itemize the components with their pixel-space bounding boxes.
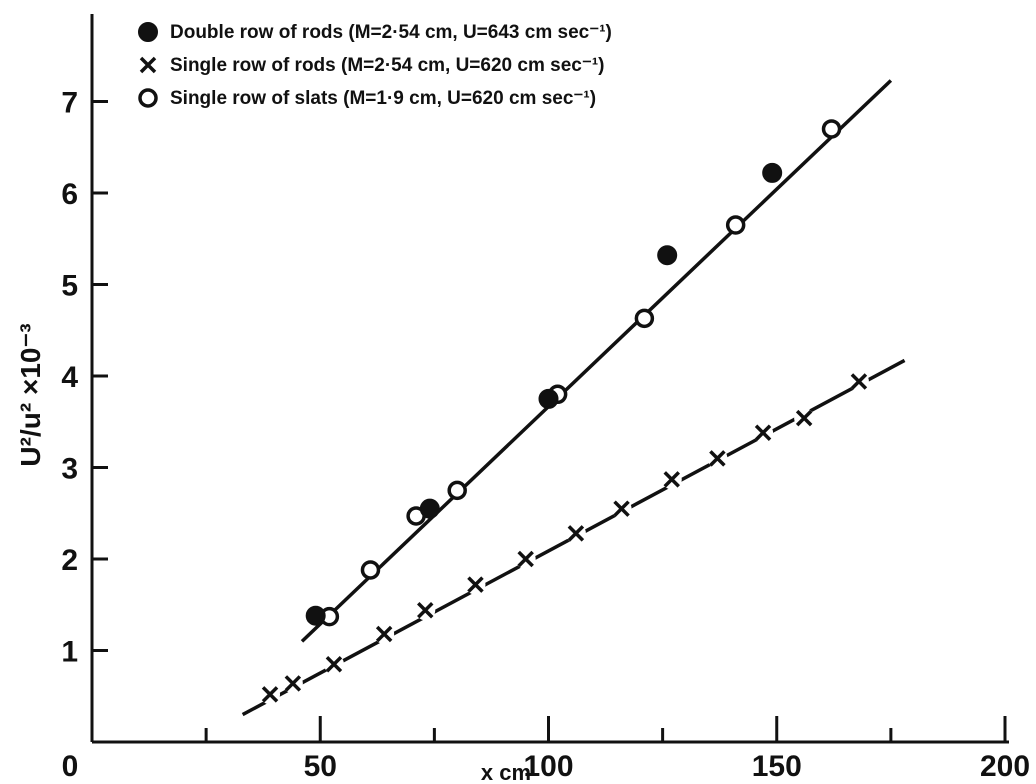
data-point-open-circle	[725, 215, 746, 235]
data-point-filled-circle	[538, 388, 559, 409]
x-tick-label: 100	[523, 750, 573, 783]
axes: 0 50 100 150 200 1 2 3 4 5 6 7 x cm U²/u² ×10⁻³	[15, 14, 1030, 784]
legend-label: Single row of rods (M=2·54 cm, U=620 cm …	[170, 55, 605, 76]
legend: Double row of rods (M=2·54 cm, U=643 cm …	[138, 22, 612, 109]
fit-lines	[241, 79, 906, 717]
data-point-cross	[850, 373, 868, 390]
data-point-cross	[663, 471, 680, 488]
y-tick-label: 3	[61, 453, 78, 486]
legend-marker-open-circle	[138, 88, 158, 108]
data-point-cross	[795, 409, 813, 427]
x-tick-label: 150	[752, 750, 802, 783]
data-point-cross	[567, 525, 585, 542]
y-axis-title: U²/u² ×10⁻³	[15, 323, 46, 466]
legend-marker-cross	[139, 56, 157, 74]
data-point-open-circle	[821, 119, 842, 139]
data-point-cross	[709, 450, 726, 467]
data-point-cross	[325, 655, 343, 673]
legend-label: Double row of rods (M=2·54 cm, U=643 cm …	[170, 22, 612, 43]
x-axis-title: x cm	[481, 760, 531, 784]
data-point-open-circle	[634, 308, 655, 329]
data-point-filled-circle	[419, 498, 440, 519]
data-point-cross	[467, 576, 484, 593]
y-tick-label: 7	[61, 87, 78, 120]
y-tick-label: 2	[61, 544, 78, 577]
data-point-filled-circle	[305, 605, 326, 626]
data-point-cross	[261, 686, 279, 703]
legend-label: Single row of slats (M=1·9 cm, U=620 cm …	[170, 88, 596, 109]
y-tick-label: 5	[61, 270, 78, 303]
y-tick-label: 4	[61, 361, 78, 394]
y-tick-label: 1	[61, 636, 78, 669]
data-point-cross	[284, 675, 302, 692]
x-tick-label: 50	[304, 750, 337, 783]
data-point-cross	[417, 602, 434, 619]
data-point-cross	[517, 550, 534, 568]
data-points	[260, 119, 869, 705]
data-point-cross	[613, 500, 630, 517]
x-tick-label: 200	[980, 750, 1030, 783]
data-point-filled-circle	[657, 245, 678, 266]
y-tick-label: 6	[61, 178, 78, 211]
fit-line	[300, 79, 893, 643]
legend-marker-filled-circle	[138, 22, 158, 42]
data-point-cross	[375, 625, 393, 643]
data-point-open-circle	[447, 480, 467, 501]
x-tick-label: 0	[62, 750, 79, 783]
data-point-cross	[754, 424, 772, 441]
data-point-filled-circle	[762, 162, 783, 183]
data-point-open-circle	[360, 560, 381, 580]
